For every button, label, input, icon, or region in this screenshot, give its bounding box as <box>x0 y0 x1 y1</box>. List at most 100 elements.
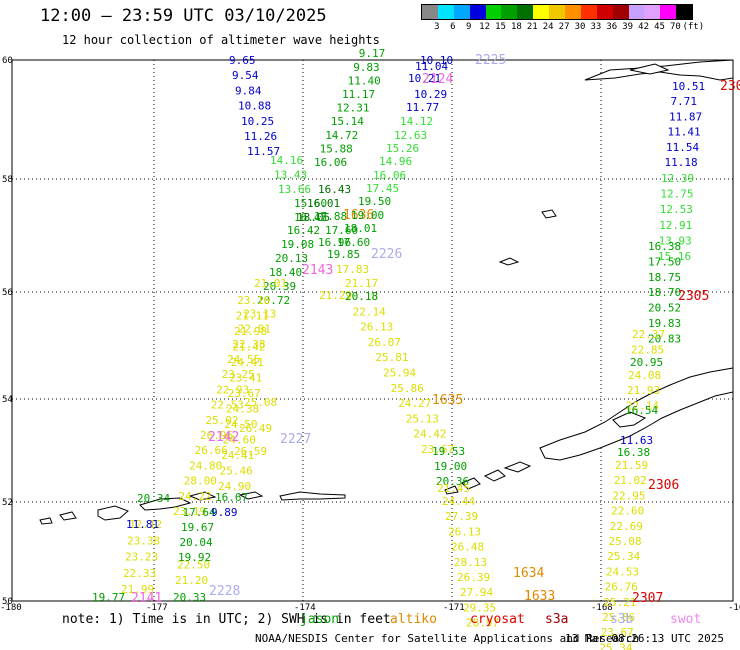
wave-height-label: 9.17 <box>359 47 386 60</box>
wave-height-label: 28.00 <box>184 475 217 488</box>
wave-height-label: 19.00 <box>434 460 467 473</box>
legend-label: 12 <box>479 22 491 32</box>
wave-height-label: 23.67 <box>228 387 261 400</box>
wave-height-label: 24.41 <box>231 356 264 369</box>
coastline <box>139 497 192 511</box>
legend-label: 24 <box>542 22 554 32</box>
legend-label: 30 <box>574 22 586 32</box>
wave-height-label: 20.04 <box>180 536 213 549</box>
wave-height-label: 12.91 <box>659 219 692 232</box>
lat-tick-label: 50 <box>2 597 13 607</box>
coastline <box>97 505 129 521</box>
wave-height-label: 10.51 <box>672 80 705 93</box>
wave-height-label: 25.94 <box>383 367 416 380</box>
wave-height-label: 24.55 <box>227 353 260 366</box>
pass-time-label: 1634 <box>513 566 544 581</box>
legend-swatch <box>501 5 518 19</box>
wave-height-label: 26.13 <box>360 321 393 334</box>
wave-height-label: 16.96 <box>318 236 351 249</box>
wave-height-label: 13.93 <box>659 234 692 247</box>
wave-height-label: 18.70 <box>648 286 681 299</box>
chart-subtitle: 12 hour collection of altimeter wave hei… <box>62 33 380 47</box>
wave-height-label: 19.67 <box>181 521 214 534</box>
wave-height-label: 20.33 <box>173 591 206 604</box>
wave-height-label: 19.92 <box>178 551 211 564</box>
coastline <box>612 411 647 428</box>
wave-height-label: 23.23 <box>125 551 158 564</box>
wave-height-label: 21.02 <box>614 474 647 487</box>
wave-height-label: 11.54 <box>666 141 699 154</box>
wave-height-label: 25.81 <box>375 351 408 364</box>
wave-height-label: 15.60 <box>294 197 327 210</box>
wave-height-label: 22.33 <box>123 567 156 580</box>
wave-height-label: 15.88 <box>320 142 353 155</box>
wave-height-label: 16.38 <box>617 446 650 459</box>
wave-height-label: 21.29 <box>319 289 352 302</box>
lat-tick-label: 58 <box>2 175 13 185</box>
wave-height-label: 24.22 <box>178 490 211 503</box>
wave-height-label: 25.46 <box>220 465 253 478</box>
wave-height-label: 24.27 <box>398 397 431 410</box>
wave-height-label: 17.50 <box>648 255 681 268</box>
satellite-label: s3b <box>610 612 634 627</box>
legend-label: 9 <box>465 22 472 32</box>
coastline <box>539 367 734 461</box>
wave-height-label: 21.98 <box>234 325 267 338</box>
wave-height-label: 20.13 <box>275 252 308 265</box>
wave-height-label: 23.38 <box>127 534 160 547</box>
wave-height-label: 26.07 <box>368 336 401 349</box>
wave-height-label: 27.94 <box>460 586 493 599</box>
wave-height-label: 12.63 <box>394 129 427 142</box>
coastline <box>39 517 53 525</box>
wave-height-label: 26.76 <box>605 581 638 594</box>
coastline <box>629 63 670 75</box>
wave-height-label: 12.12 <box>129 518 162 531</box>
wave-height-label: 24.38 <box>226 403 259 416</box>
wave-height-label: 23.19 <box>173 505 206 518</box>
legend-label: 18 <box>510 22 522 32</box>
wave-height-label: 20.52 <box>648 302 681 315</box>
wave-height-label: 17.88 <box>314 210 347 223</box>
color-legend: 3 6 9 12 15 18 21 24 27 30 33 36 39 42 45 70 (ft) <box>421 4 704 32</box>
pass-time-label: 2305 <box>678 289 709 304</box>
coastline <box>59 511 77 521</box>
satellite-label: cryosat <box>470 612 525 627</box>
wave-height-label: 22.53 <box>211 399 244 412</box>
wave-height-label: 18.01 <box>344 222 377 235</box>
coastline <box>238 491 264 500</box>
wave-height-label: 17.60 <box>337 236 370 249</box>
wave-height-label: 19.08 <box>281 238 314 251</box>
wave-height-label: 20.39 <box>263 280 296 293</box>
legend-label: 70 <box>669 22 681 32</box>
legend-label: 42 <box>638 22 650 32</box>
generated-timestamp: 13 Mar 08:26:13 UTC 2025 <box>565 632 724 645</box>
wave-height-label: 28.13 <box>454 556 487 569</box>
wave-height-label: 10.29 <box>414 88 447 101</box>
legend-swatch <box>549 5 566 19</box>
wave-height-label: 17.83 <box>336 263 369 276</box>
wave-height-label: 9.83 <box>353 61 380 74</box>
pass-time-label: 230 <box>720 79 740 94</box>
wave-height-label: 16.67 <box>215 491 248 504</box>
wave-height-label: 15.26 <box>386 142 419 155</box>
wave-height-label: 24.53 <box>606 565 639 578</box>
wave-height-label: 19.77 <box>92 591 125 604</box>
wave-height-label: 21.01 <box>254 277 287 290</box>
wave-height-label: 19.00 <box>351 209 384 222</box>
pass-time-label: 2226 <box>371 247 402 262</box>
wave-height-label: 22.69 <box>610 520 643 533</box>
wave-height-label: 25.21 <box>603 596 636 609</box>
wave-height-label: 23.13 <box>243 307 276 320</box>
wave-height-label: 29.35 <box>463 601 496 614</box>
wave-height-label: 22.95 <box>612 489 645 502</box>
wave-height-label: 19.85 <box>327 248 360 261</box>
wave-height-label: 24.44 <box>442 495 475 508</box>
pass-time-label: 2227 <box>280 432 311 447</box>
wave-height-label: 21.59 <box>615 459 648 472</box>
wave-height-label: 11.77 <box>406 101 439 114</box>
wave-height-label: 11.26 <box>244 130 277 143</box>
wave-height-label: 12.31 <box>336 102 369 115</box>
legend-swatch <box>422 5 438 19</box>
legend-unit: (ft) <box>682 22 705 32</box>
